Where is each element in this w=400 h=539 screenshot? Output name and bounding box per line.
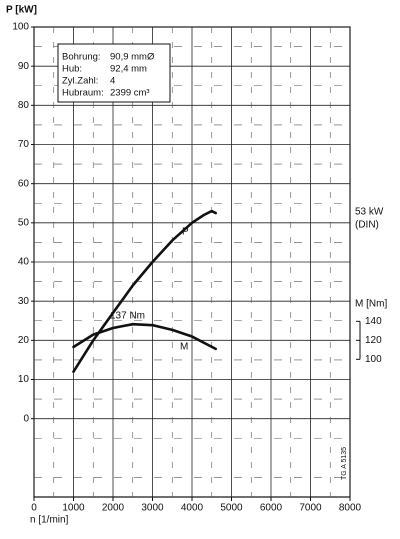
annotation: (DIN) bbox=[355, 220, 379, 231]
y-tick-label: 20 bbox=[18, 335, 30, 346]
x-tick-label: 2000 bbox=[102, 503, 125, 514]
annotation: 53 kW bbox=[355, 207, 384, 218]
y2-tick-label: 140 bbox=[365, 316, 382, 327]
x-tick-label: 0 bbox=[31, 503, 37, 514]
x-tick-label: 1000 bbox=[62, 503, 85, 514]
y-tick-label: 30 bbox=[18, 296, 30, 307]
spec-value: 2399 cm³ bbox=[110, 88, 150, 99]
spec-value: 4 bbox=[110, 76, 115, 87]
spec-label: Hubraum: bbox=[62, 88, 104, 99]
x-tick-label: 6000 bbox=[260, 503, 283, 514]
y2-tick-label: 120 bbox=[365, 335, 382, 346]
y-axis-label: P [kW] bbox=[6, 5, 37, 16]
spec-label: Bohrung: bbox=[62, 52, 101, 63]
y-tick-label: 80 bbox=[18, 100, 30, 111]
annotation: 137 Nm bbox=[110, 311, 145, 322]
note: TG A 5135 bbox=[341, 447, 348, 480]
y-tick-label: 10 bbox=[18, 374, 30, 385]
x-axis-label: n [1/min] bbox=[30, 515, 69, 526]
x-tick-label: 3000 bbox=[141, 503, 164, 514]
y2-axis-label: M [Nm] bbox=[355, 299, 387, 310]
specs-box bbox=[57, 43, 171, 103]
x-tick-label: 8000 bbox=[339, 503, 362, 514]
y2-tick-label: 100 bbox=[365, 354, 382, 365]
y-tick-label: 60 bbox=[18, 178, 30, 189]
y-tick-label: 40 bbox=[18, 257, 30, 268]
spec-value: 92,4 mm bbox=[110, 64, 147, 75]
y-tick-label: 0 bbox=[23, 413, 29, 424]
spec-label: Hub: bbox=[62, 64, 82, 75]
x-tick-label: 5000 bbox=[220, 503, 243, 514]
series-label: P bbox=[182, 227, 189, 238]
x-tick-label: 4000 bbox=[181, 503, 204, 514]
series-line bbox=[72, 209, 217, 373]
y-tick-label: 90 bbox=[18, 61, 30, 72]
y-tick-label: 70 bbox=[18, 139, 30, 150]
y-tick-label: 50 bbox=[18, 217, 30, 228]
spec-label: Zyl.Zahl: bbox=[62, 76, 98, 87]
series-line bbox=[72, 322, 217, 351]
spec-value: 90,9 mmØ bbox=[110, 52, 155, 63]
series-label: M bbox=[180, 342, 188, 353]
x-tick-label: 7000 bbox=[299, 503, 322, 514]
y-tick-label: 100 bbox=[12, 22, 29, 33]
